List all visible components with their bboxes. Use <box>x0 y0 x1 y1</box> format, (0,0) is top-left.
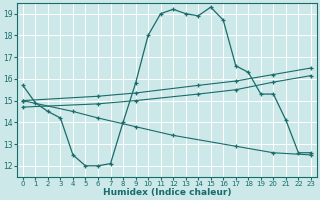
X-axis label: Humidex (Indice chaleur): Humidex (Indice chaleur) <box>103 188 231 197</box>
